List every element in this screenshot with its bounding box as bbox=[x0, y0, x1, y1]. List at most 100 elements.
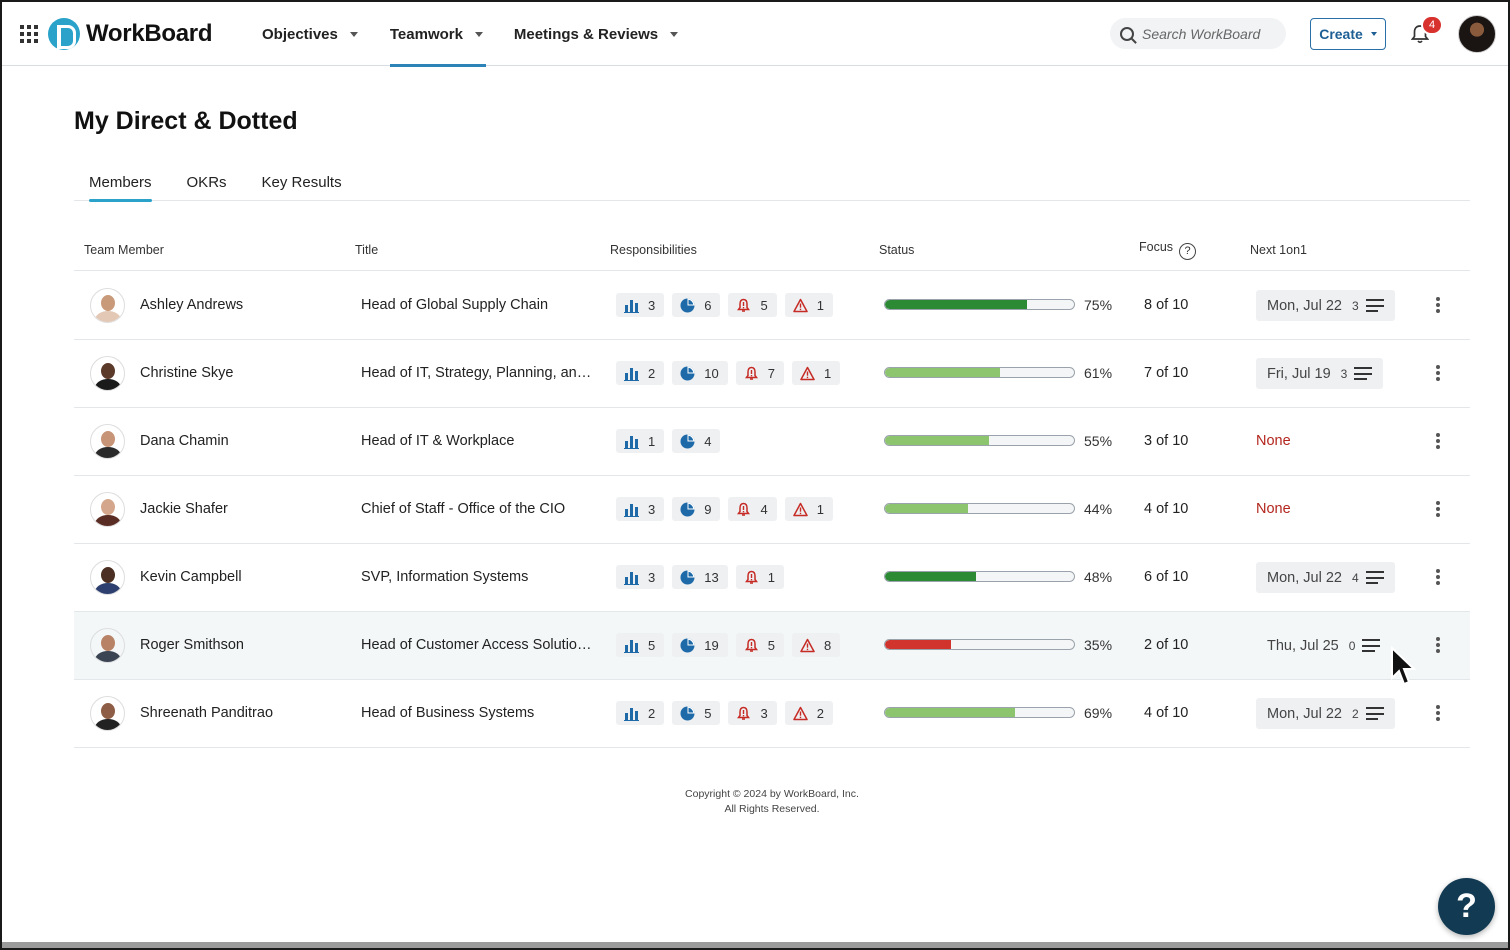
member-name[interactable]: Jackie Shafer bbox=[140, 501, 228, 517]
nav-meetings-label: Meetings & Reviews bbox=[513, 25, 659, 43]
tab-okrs[interactable]: OKRs bbox=[186, 174, 227, 191]
alerts-chip[interactable]: 7 bbox=[735, 361, 784, 385]
alert-bell-icon bbox=[744, 570, 759, 585]
copyright-text: Copyright © 2024 by WorkBoard, Inc. bbox=[685, 788, 859, 800]
avatar[interactable] bbox=[90, 356, 125, 391]
table-row[interactable]: Christine Skye Head of IT, Strategy, Pla… bbox=[74, 340, 1470, 408]
col-title[interactable]: Title bbox=[355, 243, 379, 257]
agenda-count: 2 bbox=[1351, 706, 1359, 721]
user-avatar[interactable] bbox=[1458, 15, 1496, 53]
objectives-chip[interactable]: 2 bbox=[616, 701, 665, 725]
agenda-list-icon bbox=[1354, 367, 1373, 380]
warning-triangle-icon bbox=[792, 706, 808, 721]
alerts-chip[interactable]: 1 bbox=[735, 565, 784, 589]
risks-chip-count: 1 bbox=[816, 297, 824, 313]
search-box[interactable] bbox=[1110, 18, 1286, 49]
key-results-chip[interactable]: 6 bbox=[672, 293, 721, 317]
col-team-member[interactable]: Team Member bbox=[84, 243, 164, 257]
key-results-chip[interactable]: 4 bbox=[672, 429, 721, 453]
table-row[interactable]: Shreenath Panditrao Head of Business Sys… bbox=[74, 680, 1470, 748]
avatar[interactable] bbox=[90, 424, 125, 459]
more-vertical-icon[interactable] bbox=[1433, 499, 1443, 519]
member-name[interactable]: Kevin Campbell bbox=[140, 569, 242, 585]
next-1on1-button[interactable]: Fri, Jul 19 3 bbox=[1256, 358, 1384, 389]
objectives-chip[interactable]: 1 bbox=[616, 429, 665, 453]
more-vertical-icon[interactable] bbox=[1433, 431, 1443, 451]
alerts-chip[interactable]: 4 bbox=[728, 497, 777, 521]
nav-teamwork-label: Teamwork bbox=[389, 25, 463, 43]
nav-meetings-reviews[interactable]: Meetings & Reviews bbox=[486, 2, 698, 66]
risks-chip[interactable]: 1 bbox=[784, 293, 833, 317]
member-name[interactable]: Roger Smithson bbox=[140, 637, 244, 653]
more-vertical-icon[interactable] bbox=[1433, 567, 1443, 587]
alerts-chip[interactable]: 3 bbox=[728, 701, 777, 725]
risks-chip[interactable]: 8 bbox=[791, 633, 841, 657]
key-results-chip[interactable]: 5 bbox=[672, 701, 721, 725]
search-input[interactable] bbox=[1142, 25, 1282, 42]
next-1on1-none[interactable]: None bbox=[1256, 433, 1291, 449]
nav-teamwork[interactable]: Teamwork bbox=[378, 2, 486, 67]
pie-chart-icon bbox=[680, 366, 695, 381]
member-name[interactable]: Christine Skye bbox=[140, 365, 234, 381]
objectives-chip[interactable]: 3 bbox=[616, 293, 665, 317]
objectives-chip[interactable]: 3 bbox=[616, 565, 665, 589]
next-1on1-button[interactable]: Mon, Jul 22 2 bbox=[1256, 698, 1395, 729]
next-1on1-none[interactable]: None bbox=[1256, 501, 1291, 517]
workboard-logo[interactable]: WorkBoard bbox=[48, 17, 213, 51]
avatar[interactable] bbox=[90, 288, 125, 323]
create-button-label: Create bbox=[1319, 26, 1363, 42]
pie-chart-icon bbox=[680, 298, 695, 313]
alerts-chip[interactable]: 5 bbox=[728, 293, 777, 317]
table-row[interactable]: Kevin Campbell SVP, Information Systems … bbox=[74, 544, 1470, 612]
table-row[interactable]: Jackie Shafer Chief of Staff - Office of… bbox=[74, 476, 1470, 544]
key-results-chip-count: 10 bbox=[704, 365, 719, 381]
objectives-chip[interactable]: 5 bbox=[616, 633, 665, 657]
notification-badge[interactable]: 4 bbox=[1421, 15, 1443, 35]
next-1on1-button[interactable]: Thu, Jul 25 0 bbox=[1256, 630, 1391, 661]
next-1on1-button[interactable]: Mon, Jul 22 3 bbox=[1256, 290, 1395, 321]
member-title: Head of IT & Workplace bbox=[361, 433, 515, 449]
risks-chip[interactable]: 2 bbox=[784, 701, 833, 725]
col-status[interactable]: Status bbox=[879, 243, 915, 257]
tab-key-results[interactable]: Key Results bbox=[261, 174, 342, 191]
more-vertical-icon[interactable] bbox=[1433, 635, 1443, 655]
tab-members[interactable]: Members bbox=[89, 174, 152, 202]
risks-chip[interactable]: 1 bbox=[784, 497, 833, 521]
member-name[interactable]: Dana Chamin bbox=[140, 433, 229, 449]
key-results-chip[interactable]: 10 bbox=[672, 361, 728, 385]
avatar[interactable] bbox=[90, 492, 125, 527]
objectives-chip[interactable]: 2 bbox=[616, 361, 665, 385]
member-name[interactable]: Shreenath Panditrao bbox=[140, 705, 274, 721]
key-results-chip[interactable]: 13 bbox=[672, 565, 728, 589]
risks-chip[interactable]: 1 bbox=[791, 361, 841, 385]
avatar[interactable] bbox=[90, 628, 125, 663]
member-name[interactable]: Ashley Andrews bbox=[140, 297, 244, 313]
more-vertical-icon[interactable] bbox=[1433, 703, 1443, 723]
avatar[interactable] bbox=[90, 696, 125, 731]
agenda-list-icon bbox=[1362, 639, 1381, 652]
members-table: Ashley Andrews Head of Global Supply Cha… bbox=[74, 272, 1470, 748]
table-row[interactable]: Roger Smithson Head of Customer Access S… bbox=[74, 612, 1470, 680]
avatar[interactable] bbox=[90, 560, 125, 595]
next-1on1-button[interactable]: Mon, Jul 22 4 bbox=[1256, 562, 1395, 593]
more-vertical-icon[interactable] bbox=[1433, 295, 1443, 315]
apps-grid-icon[interactable] bbox=[20, 25, 38, 43]
alerts-chip[interactable]: 5 bbox=[735, 633, 784, 657]
pie-chart-icon bbox=[680, 434, 695, 449]
key-results-chip[interactable]: 19 bbox=[672, 633, 728, 657]
help-circle-icon[interactable]: ? bbox=[1179, 243, 1197, 260]
nav-objectives[interactable]: Objectives bbox=[242, 2, 378, 66]
objectives-chip[interactable]: 3 bbox=[616, 497, 665, 521]
help-button[interactable]: ? bbox=[1438, 878, 1495, 935]
col-next-1on1[interactable]: Next 1on1 bbox=[1250, 243, 1307, 257]
more-vertical-icon[interactable] bbox=[1433, 363, 1443, 383]
create-button[interactable]: Create bbox=[1310, 18, 1386, 50]
status-bar bbox=[884, 367, 1075, 378]
key-results-chip[interactable]: 9 bbox=[672, 497, 721, 521]
agenda-count: 0 bbox=[1348, 638, 1356, 653]
table-row[interactable]: Ashley Andrews Head of Global Supply Cha… bbox=[74, 272, 1470, 340]
status-bar bbox=[884, 435, 1075, 446]
agenda-list-icon bbox=[1365, 571, 1384, 584]
col-focus[interactable]: Focus? bbox=[1139, 240, 1197, 260]
